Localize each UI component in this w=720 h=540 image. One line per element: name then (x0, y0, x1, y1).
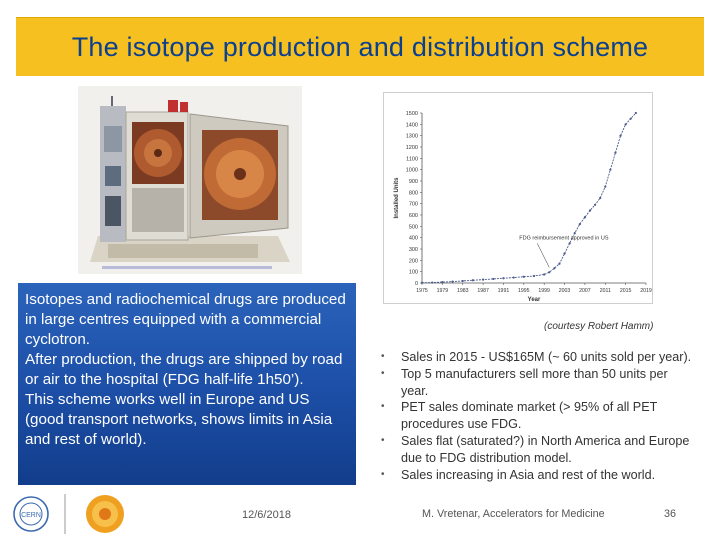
data-point (512, 276, 515, 279)
data-point (451, 280, 454, 283)
y-tick-label: 800 (409, 190, 418, 196)
conference-logo-icon (86, 495, 124, 533)
data-point (568, 242, 571, 245)
svg-text:CERN: CERN (21, 512, 41, 519)
chart-credit: (courtesy Robert Hamm) (544, 321, 654, 332)
x-tick-label: 2019 (640, 288, 652, 294)
cyclotron-photo (78, 86, 302, 274)
y-axis-label: Installed Units (394, 177, 400, 219)
page-number: 36 (664, 508, 677, 520)
title-bar: The isotope production and distribution … (16, 17, 704, 76)
bullet-text: Top 5 manufacturers sell more than 50 un… (401, 366, 668, 398)
data-point (543, 273, 546, 276)
bullet-icon: • (381, 401, 385, 413)
description-paragraph-2: After production, the drugs are shipped … (25, 351, 343, 388)
data-point (522, 275, 525, 278)
data-point (604, 185, 607, 188)
data-point (614, 151, 617, 154)
y-tick-label: 1400 (406, 122, 418, 128)
data-point (431, 281, 434, 284)
installed-units-chart: 0 100 200 300 400 500 600 700 800 900 1000 1100 1200… (383, 92, 653, 304)
bullet-icon: • (381, 468, 385, 480)
x-tick-label: 1975 (416, 288, 428, 294)
bullet-item: • Sales increasing in Asia and rest of th… (378, 467, 698, 484)
data-point (573, 232, 576, 235)
slide-title: The isotope production and distribution … (71, 31, 649, 62)
data-point (558, 262, 561, 265)
y-tick-label: 700 (409, 202, 418, 208)
y-tick-label: 900 (409, 179, 418, 185)
x-tick-label: 2011 (600, 288, 611, 294)
data-point (441, 280, 444, 284)
data-point (548, 271, 551, 274)
data-point (634, 111, 637, 115)
bullet-item: • Sales in 2015 - US$165M (~ 60 units sol… (378, 349, 698, 366)
bullet-icon: • (381, 351, 385, 362)
y-tick-label: 1500 (406, 111, 418, 117)
data-point (481, 278, 485, 281)
annotation-arrow (537, 243, 550, 268)
x-tick-label: 1995 (518, 288, 530, 294)
data-point (609, 168, 612, 171)
y-tick-label: 100 (409, 270, 418, 276)
bullet-icon: • (381, 367, 385, 379)
bullet-text: Sales increasing in Asia and rest of the… (401, 467, 656, 482)
bullet-item: • Top 5 manufacturers sell more than 50 u… (378, 366, 698, 400)
x-tick-label: 1983 (457, 288, 469, 294)
bullet-text: Sales flat (saturated?) in North America… (401, 433, 690, 465)
y-tick-label: 0 (415, 281, 418, 287)
bullet-icon: • (381, 434, 385, 446)
description-box: Isotopes and radiochemical drugs are pro… (18, 283, 356, 485)
bullet-item: • Sales flat (saturated?) in North Americ… (378, 433, 698, 467)
x-tick-label: 1987 (477, 288, 489, 294)
x-tick-label: 1991 (498, 288, 510, 294)
y-tick-label: 1000 (406, 168, 418, 174)
data-point (624, 123, 627, 126)
y-tick-label: 400 (409, 236, 418, 242)
data-point (583, 216, 587, 219)
x-tick-label: 2003 (559, 288, 571, 294)
data-point (588, 209, 592, 212)
data-point (553, 267, 556, 270)
data-point (492, 277, 495, 281)
data-point (629, 117, 632, 120)
series-line (421, 112, 637, 284)
bullet-text: PET sales dominate market (> 95% of all … (401, 400, 658, 432)
y-tick-label: 500 (409, 224, 418, 230)
y-tick-label: 1200 (406, 145, 418, 151)
y-tick-label: 200 (409, 258, 418, 264)
x-tick-label: 1979 (437, 288, 449, 294)
y-tick-label: 300 (409, 247, 418, 253)
data-point (578, 222, 581, 226)
data-point (593, 203, 597, 206)
y-tick-label: 600 (409, 213, 418, 219)
slide-date: 12/6/2018 (242, 509, 291, 521)
data-point (461, 279, 464, 283)
logo-area: CERN (7, 490, 137, 538)
description-paragraph-3: This scheme works well in Europe and US … (25, 391, 333, 448)
x-axis-label: Year (528, 297, 541, 303)
y-tick-label: 1100 (406, 156, 418, 162)
data-point (599, 196, 602, 200)
bullet-item: • PET sales dominate market (> 95% of all… (378, 399, 698, 433)
data-point (471, 279, 475, 282)
data-point (563, 252, 566, 255)
bullet-text: Sales in 2015 - US$165M (~ 60 units sold… (401, 350, 692, 364)
bullet-list: • Sales in 2015 - US$165M (~ 60 units sol… (378, 349, 698, 483)
annotation-text: FDG reimbursement approved in US (519, 235, 609, 241)
x-tick-label: 2007 (579, 288, 591, 294)
description-paragraph-1: Isotopes and radiochemical drugs are pro… (25, 291, 346, 348)
cern-logo-icon: CERN (13, 496, 49, 532)
data-point (619, 134, 622, 137)
y-tick-label: 1300 (406, 134, 418, 140)
data-point (420, 281, 424, 284)
x-tick-label: 1999 (538, 288, 550, 294)
data-point (532, 274, 536, 278)
footer-author: M. Vretenar, Accelerators for Medicine (422, 508, 605, 520)
x-tick-label: 2015 (620, 288, 632, 294)
data-point (502, 277, 505, 280)
